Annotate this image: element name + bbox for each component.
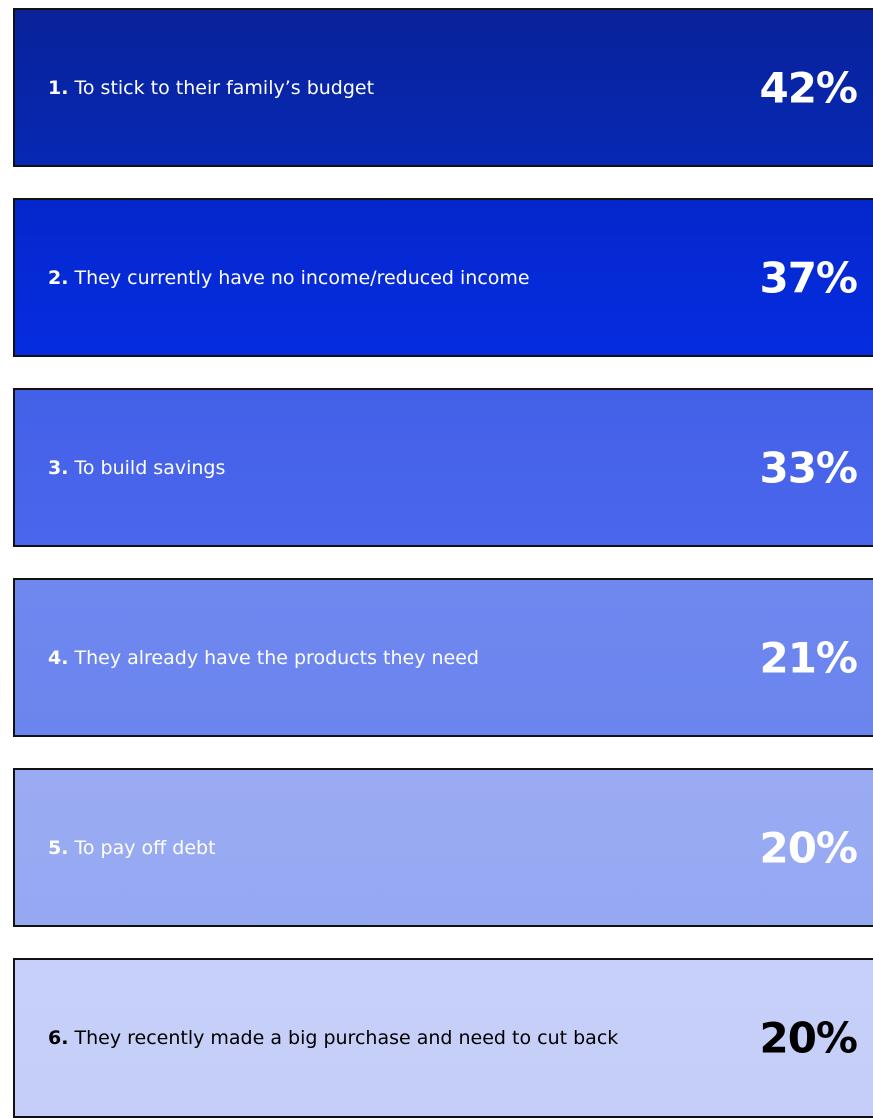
item-value: 20% bbox=[759, 823, 858, 872]
item-box: 3. To build savings 33% bbox=[13, 388, 873, 547]
item-box: 2. They currently have no income/reduced… bbox=[13, 198, 873, 357]
item-text: They currently have no income/reduced in… bbox=[74, 266, 530, 289]
item-text: To build savings bbox=[74, 456, 226, 479]
item-label: 1. To stick to their family’s budget bbox=[48, 77, 374, 99]
item-rank: 4. bbox=[48, 646, 69, 669]
item-rank: 2. bbox=[48, 266, 69, 289]
item-box: 1. To stick to their family’s budget 42% bbox=[13, 8, 873, 167]
item-label: 5. To pay off debt bbox=[48, 837, 216, 859]
item-text: To stick to their family’s budget bbox=[74, 76, 375, 99]
item-rank: 5. bbox=[48, 836, 69, 859]
item-rank: 3. bbox=[48, 456, 69, 479]
item-label: 4. They already have the products they n… bbox=[48, 647, 479, 669]
item-box: 5. To pay off debt 20% bbox=[13, 768, 873, 927]
item-label: 6. They recently made a big purchase and… bbox=[48, 1027, 618, 1049]
item-value: 42% bbox=[759, 63, 858, 112]
item-rank: 1. bbox=[48, 76, 69, 99]
item-value: 20% bbox=[759, 1013, 858, 1063]
item-label: 3. To build savings bbox=[48, 457, 225, 479]
item-box: 6. They recently made a big purchase and… bbox=[13, 958, 873, 1118]
item-text: They recently made a big purchase and ne… bbox=[74, 1027, 619, 1049]
item-text: To pay off debt bbox=[74, 836, 216, 859]
item-box: 4. They already have the products they n… bbox=[13, 578, 873, 737]
item-value: 33% bbox=[759, 443, 858, 492]
item-label: 2. They currently have no income/reduced… bbox=[48, 267, 530, 289]
item-value: 37% bbox=[759, 253, 858, 302]
item-rank: 6. bbox=[48, 1027, 69, 1049]
item-text: They already have the products they need bbox=[74, 646, 479, 669]
item-value: 21% bbox=[759, 633, 858, 682]
